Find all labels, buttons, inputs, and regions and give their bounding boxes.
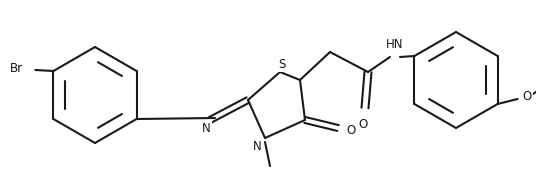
Text: S: S	[278, 58, 286, 71]
Text: HN: HN	[386, 38, 404, 51]
Text: Br: Br	[10, 63, 24, 75]
Text: O: O	[523, 90, 532, 104]
Text: N: N	[202, 121, 210, 135]
Text: N: N	[252, 139, 262, 152]
Text: O: O	[346, 123, 355, 136]
Text: O: O	[359, 118, 368, 131]
